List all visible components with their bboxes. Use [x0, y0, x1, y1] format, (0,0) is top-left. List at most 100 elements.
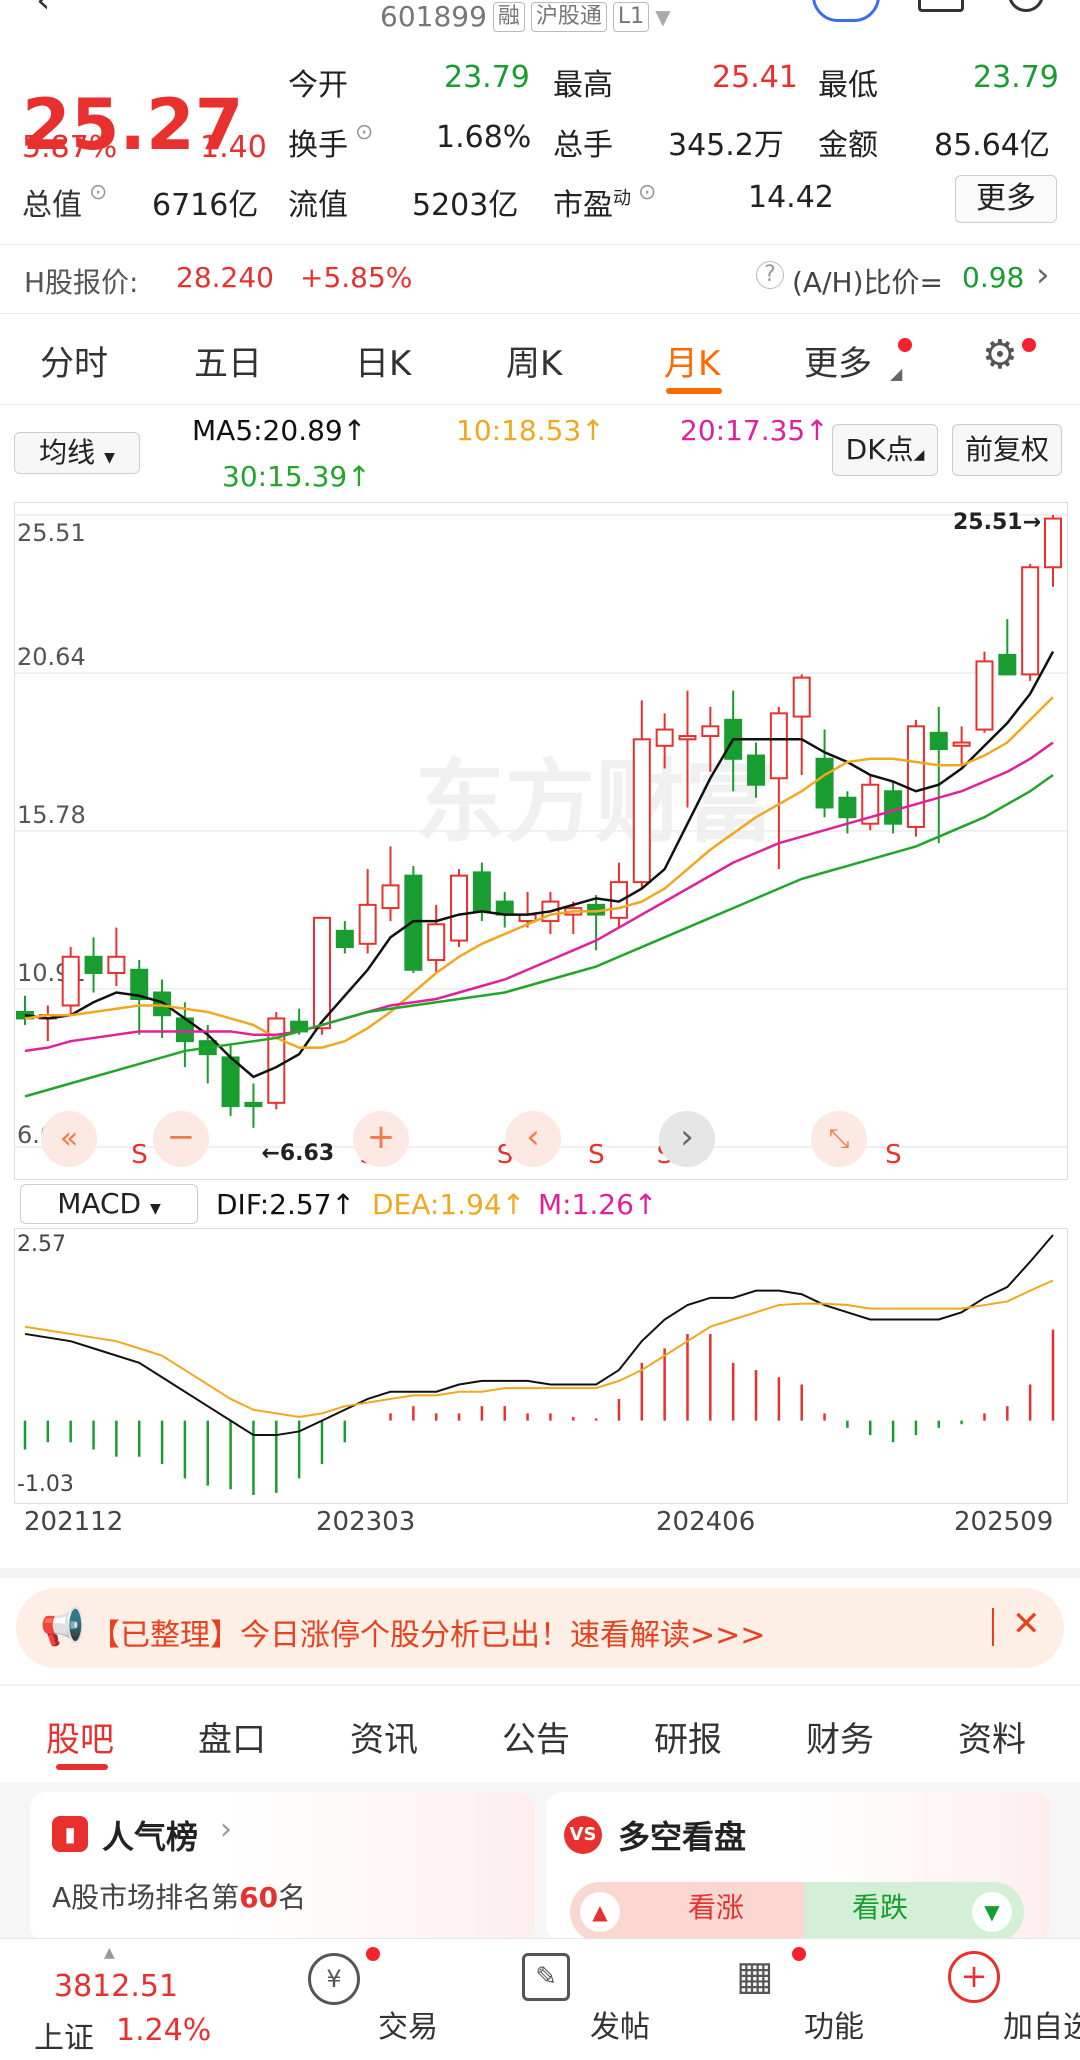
fullscreen-icon[interactable]: ⤡ [811, 1111, 867, 1167]
sub-indicator-label: MACD [57, 1187, 142, 1220]
kline-svg[interactable]: 东方财富 25.5120.6415.7810.916.0425.51→←6.63… [15, 503, 1067, 1179]
promo-banner[interactable]: 📢 【已整理】今日涨停个股分析已出！速看解读>>> ✕ [16, 1588, 1064, 1668]
macd-y-top: 2.57 [17, 1232, 66, 1257]
candle-body [701, 725, 720, 738]
search-icon[interactable] [1008, 0, 1044, 12]
open-label: 今开 [288, 68, 348, 103]
y-tick-label: 20.64 [17, 643, 86, 671]
candle-body [153, 991, 172, 1017]
tab-guba[interactable]: 股吧 [46, 1720, 114, 1760]
x-tick: 202112 [24, 1507, 124, 1537]
kline-chart[interactable]: 东方财富 25.5120.6415.7810.916.0425.51→←6.63… [14, 502, 1068, 1180]
triangle-up-icon: ▲ [580, 1892, 620, 1932]
high-value: 25.41 [712, 60, 798, 95]
adjust-button[interactable]: 前复权 [952, 424, 1062, 476]
tab-announcements[interactable]: 公告 [502, 1720, 570, 1760]
more-quote-button[interactable]: 更多 [955, 175, 1057, 223]
tab-news[interactable]: 资讯 [350, 1720, 418, 1760]
dea-line [24, 1279, 1054, 1419]
indicator-dropdown[interactable]: 均线 ▼ [14, 432, 140, 474]
zoom-in-icon[interactable]: + [353, 1111, 409, 1167]
corner-arrow-icon: ◢ [913, 447, 925, 463]
candle-body [632, 738, 651, 884]
candle-body [769, 712, 788, 780]
circle-icon[interactable] [812, 0, 880, 22]
scroll-left-icon[interactable]: ‹ [505, 1111, 561, 1167]
tab-finance[interactable]: 财务 [806, 1720, 874, 1760]
stock-code-bar: 601899 融 沪股通 L1 ▼ [380, 0, 671, 33]
amount-value: 85.64亿 [934, 128, 1050, 163]
tag-level: L1 [612, 1, 650, 32]
banner-divider [992, 1608, 994, 1646]
bear-button[interactable]: 看跌 ▼ [804, 1882, 1024, 1938]
bull-button[interactable]: ▲ 看涨 [570, 1882, 804, 1938]
post-button[interactable]: ✎ 发帖 [470, 1939, 650, 2060]
info-icon[interactable]: ⊙ [82, 180, 108, 205]
plus-icon: + [948, 1951, 1000, 2003]
tab-pankou[interactable]: 盘口 [198, 1720, 266, 1760]
trade-button[interactable]: ¥ 交易 [258, 1939, 438, 2060]
info-icon[interactable]: ⊙ [348, 120, 374, 145]
macd-svg[interactable]: 2.57 -1.03 [15, 1229, 1067, 1503]
chevron-down-icon: ▼ [104, 450, 115, 466]
zoom-out-icon[interactable]: − [153, 1111, 209, 1167]
banner-text[interactable]: 【已整理】今日涨停个股分析已出！速看解读>>> [90, 1618, 766, 1653]
tab-more[interactable]: 更多 [804, 344, 872, 384]
tab-research[interactable]: 研报 [654, 1720, 722, 1760]
ma-line-ma20 [24, 741, 1054, 1053]
h-share-bar[interactable]: H股报价: 28.240 +5.85% ? (A/H)比价= 0.98 › [0, 244, 1080, 314]
amount-label: 金额 [818, 128, 878, 163]
macd-y-bottom: -1.03 [17, 1472, 74, 1497]
candle-body [952, 741, 971, 747]
scroll-right-icon[interactable]: › [659, 1111, 715, 1167]
stock-header: ‹ 601899 融 沪股通 L1 ▼ [0, 0, 1080, 40]
tab-five-day[interactable]: 五日 [194, 344, 262, 384]
candle-body [906, 725, 925, 828]
tab-profile[interactable]: 资料 [958, 1720, 1026, 1760]
x-tick: 202509 [954, 1507, 1054, 1537]
settings-gear-icon[interactable]: ⚙ [982, 332, 1018, 378]
y-tick-label: 25.51 [17, 519, 86, 547]
tab-monthly-k[interactable]: 月K [664, 344, 721, 384]
macd-chart[interactable]: 2.57 -1.03 [14, 1228, 1068, 1504]
back-icon[interactable]: ‹ [36, 0, 51, 21]
triangle-down-icon: ▼ [972, 1892, 1012, 1932]
index-percent: 1.24% [116, 2013, 212, 2048]
add-watchlist-button[interactable]: + 加自选 [898, 1939, 1080, 2060]
ma5-value: MA5:20.89↑ [192, 414, 367, 447]
dk-point-label: DK点 [845, 433, 914, 466]
message-icon[interactable] [918, 0, 964, 12]
sub-indicator-dropdown[interactable]: MACD ▼ [20, 1184, 198, 1224]
index-value: 3812.51 [54, 1969, 179, 2004]
s-marker: S [131, 1140, 148, 1170]
candle-body [312, 916, 331, 1030]
tab-daily-k[interactable]: 日K [355, 344, 412, 384]
scroll-left-fast-icon[interactable]: « [41, 1111, 97, 1167]
candle-body [130, 968, 149, 1000]
dk-point-button[interactable]: DK点◢ [832, 424, 938, 476]
low-label: 最低 [818, 68, 878, 103]
stock-code: 601899 [380, 0, 487, 33]
candle-body [427, 923, 446, 962]
function-button[interactable]: ▦ 功能 [684, 1939, 864, 2060]
chevron-down-icon[interactable]: ▼ [655, 4, 671, 29]
pe-value: 14.42 [748, 180, 834, 215]
info-icon[interactable]: ⊙ [631, 180, 657, 205]
help-icon[interactable]: ? [756, 261, 784, 289]
last-price: 25.27 [22, 84, 244, 166]
index-ticker[interactable]: ▲ 3812.51 上证 1.24% [20, 1939, 220, 2060]
tab-weekly-k[interactable]: 周K [506, 344, 563, 384]
content-tabs: 股吧 盘口 资讯 公告 研报 财务 资料 [0, 1690, 1080, 1780]
chevron-right-icon: › [1036, 255, 1050, 295]
tab-intraday[interactable]: 分时 [40, 344, 108, 384]
ma-line-ma10 [24, 696, 1054, 1049]
popularity-card[interactable]: ▮ 人气榜 › A股市场排名第60名 [30, 1792, 534, 1938]
candle-body [381, 884, 400, 910]
close-icon[interactable]: ✕ [1012, 1604, 1041, 1644]
ma-legend-row: 均线 ▼ MA5:20.89↑ 10:18.53↑ 20:17.35↑ 30:1… [0, 404, 1080, 504]
high-label: 最高 [553, 68, 613, 103]
candle-body [975, 660, 994, 731]
bear-label: 看跌 [852, 1891, 909, 1924]
quote-panel: 25.27 5.87% 1.40 总值 ⊙ 6716亿 今开 23.79 最高 … [0, 40, 1080, 240]
bull-bear-card[interactable]: VS 多空看盘 ▲ 看涨 看跌 ▼ [546, 1792, 1050, 1938]
